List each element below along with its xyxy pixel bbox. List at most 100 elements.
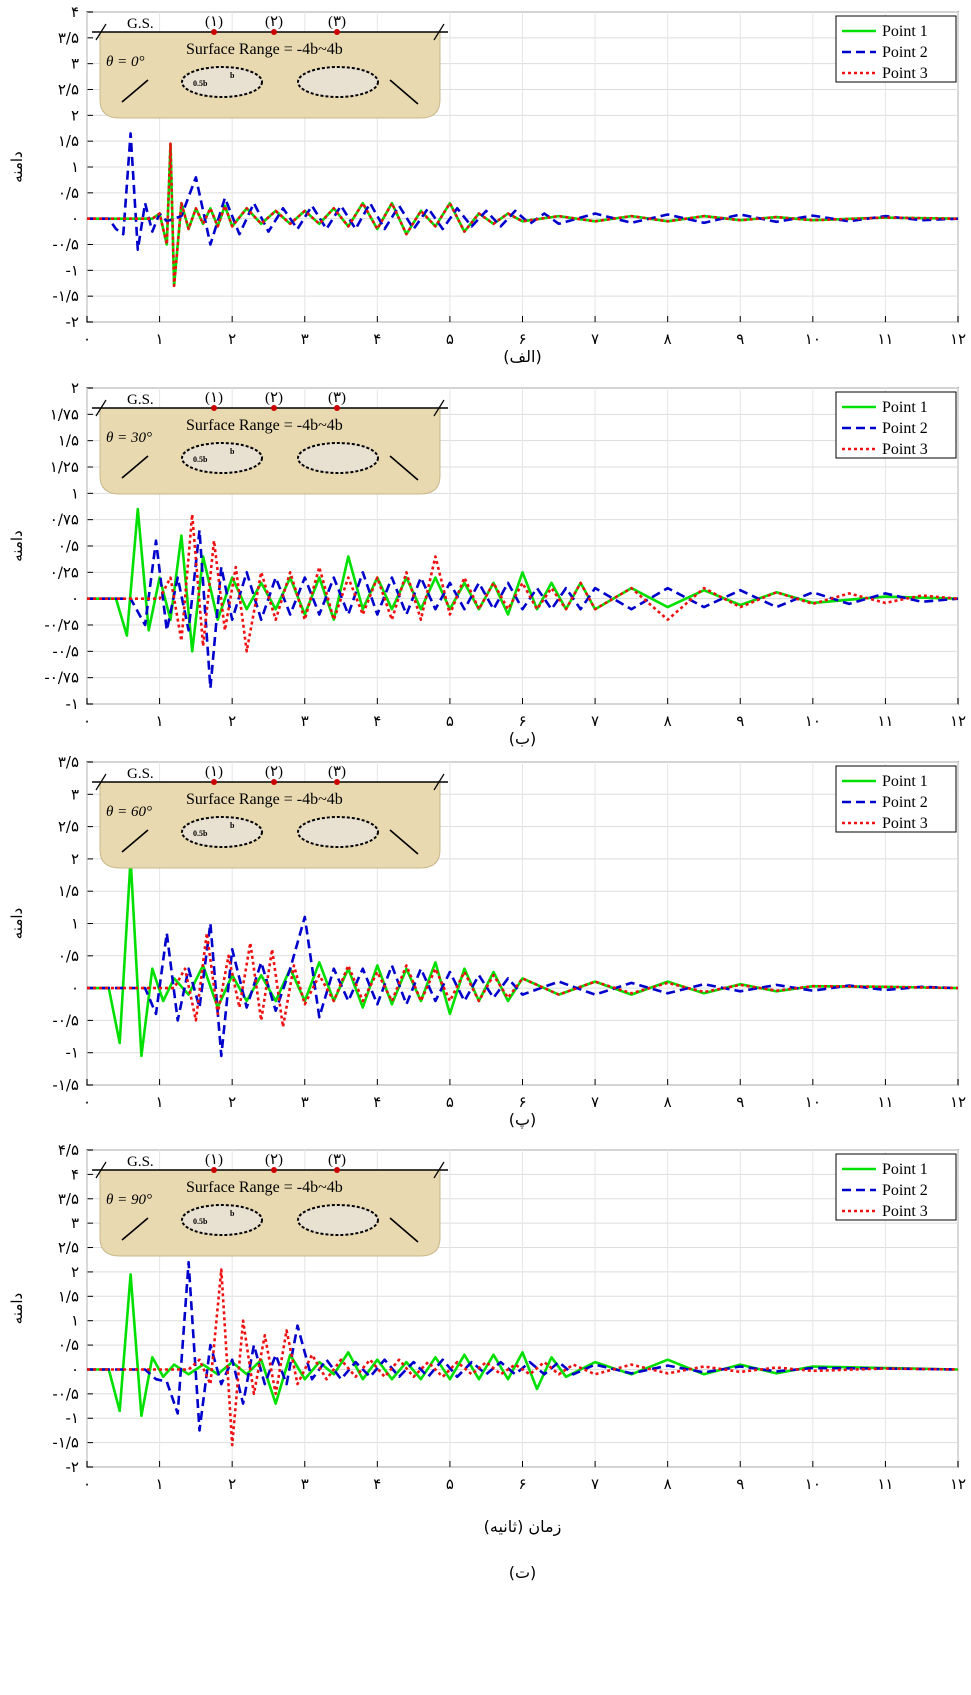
x-tick-label: ۶ <box>518 330 526 348</box>
y-tick-label: ۰ <box>71 210 79 228</box>
boundary-mark <box>95 773 107 791</box>
point-marker-1 <box>211 779 217 785</box>
y-tick-label: -۰/۷۵ <box>44 669 79 687</box>
x-tick-label: ۹ <box>736 712 744 730</box>
point-label-2: (۲) <box>265 14 283 30</box>
y-tick-label: ۱ <box>71 484 79 502</box>
x-tick-label: ۲ <box>228 1475 236 1493</box>
y-tick-label: ۰/۵ <box>58 1336 79 1354</box>
soil-block <box>99 1169 441 1257</box>
series-line-point-3 <box>87 142 959 288</box>
legend-entry: Point 2 <box>882 1182 928 1199</box>
cavity-right <box>297 1204 379 1236</box>
x-tick-label: ۹ <box>736 1093 744 1111</box>
point-label-1: (۱) <box>205 14 223 30</box>
cavity-left <box>181 66 263 98</box>
y-tick-label: ۱/۵ <box>58 132 79 150</box>
series-line-point-1 <box>87 507 959 653</box>
series-line-point-3 <box>87 931 959 1029</box>
x-tick-label: ۱۱ <box>877 1475 893 1493</box>
x-tick-label: ۵ <box>446 330 454 348</box>
boundary-mark <box>95 23 107 41</box>
ground-surface-label: G.S. <box>127 1154 154 1170</box>
y-tick-label: ۰ <box>71 979 79 997</box>
wave-arrow-right <box>389 1217 419 1243</box>
y-tick-label: -۱/۵ <box>52 1076 79 1094</box>
y-tick-label: ۳ <box>71 785 79 803</box>
y-tick-label: -۰/۵ <box>52 642 79 660</box>
inset-schematic: G.S. (۱) (۲) (۳) Surface Range = -4b~4b θ = 9… <box>92 1152 448 1257</box>
y-tick-label: -۰/۵ <box>52 1011 79 1029</box>
dimension-label: 0.5b <box>193 1217 208 1226</box>
boundary-mark <box>433 773 445 791</box>
y-tick-label: -۲ <box>66 313 79 331</box>
boundary-mark <box>95 1161 107 1179</box>
point-marker-2 <box>271 1167 277 1173</box>
point-label-1: (۱) <box>205 1152 223 1168</box>
point-marker-3 <box>334 1167 340 1173</box>
x-tick-label: ۱ <box>156 330 164 348</box>
x-tick-label: ۰ <box>83 712 91 730</box>
x-tick-label: ۱۲ <box>950 1475 966 1493</box>
y-tick-label: ۲ <box>71 850 79 868</box>
y-tick-label: ۰/۵ <box>58 184 79 202</box>
panel-caption: (پ) <box>509 1110 537 1130</box>
panel-3: ۳/۵۳۲/۵۲۱/۵۱۰/۵۰-۰/۵-۱-۱/۵۰ ۱ ۲ ۳ ۴ ۵ ۶ ۷ ۸ ۹ ۱۰ ۱۱… <box>8 753 966 1130</box>
x-tick-label: ۷ <box>591 712 599 730</box>
point-label-3: (۳) <box>328 14 346 30</box>
x-tick-label: ۲ <box>228 712 236 730</box>
x-tick-label: ۲ <box>228 330 236 348</box>
legend-entry: Point 3 <box>882 815 928 832</box>
boundary-mark <box>433 399 445 417</box>
x-tick-label: ۷ <box>591 330 599 348</box>
point-label-3: (۳) <box>328 390 346 406</box>
y-tick-label: ۰ <box>71 590 79 608</box>
incidence-angle-label: θ = 0° <box>106 54 145 70</box>
y-tick-label: ۰ <box>71 1360 79 1378</box>
cavity-right <box>297 816 379 848</box>
wave-arrow-left <box>121 1217 149 1241</box>
x-tick-label: ۱۰ <box>805 1475 821 1493</box>
y-tick-label: ۱/۲۵ <box>50 458 79 476</box>
wave-arrow-right <box>389 829 419 855</box>
cavity-left <box>181 1204 263 1236</box>
y-tick-label: ۳/۵ <box>58 29 79 47</box>
surface-range-label: Surface Range = -4b~4b <box>186 417 343 434</box>
incidence-angle-label: θ = 90° <box>106 1192 152 1208</box>
panel-caption: (الف) <box>503 347 541 366</box>
panel-2: ۲ ۱/۷۵ ۱/۵ ۱/۲۵ ۱ ۰/۷۵ ۰/۵ ۰/۲۵ ۰ -۰/۲۵ -۰/۵ -۰/۷۵ -… <box>8 379 966 748</box>
point-label-2: (۲) <box>265 1152 283 1168</box>
x-tick-label: ۸ <box>664 1093 672 1111</box>
x-tick-label: ۵ <box>446 1475 454 1493</box>
point-marker-3 <box>334 29 340 35</box>
point-marker-1 <box>211 405 217 411</box>
inset-schematic: G.S. (۱) (۲) (۳) Surface Range = -4b~4b θ = 3… <box>92 390 448 495</box>
y-tick-label: ۱ <box>71 158 79 176</box>
y-tick-label: ۴ <box>71 3 79 21</box>
x-tick-label: ۱۲ <box>950 1093 966 1111</box>
x-tick-label: ۱۱ <box>877 330 893 348</box>
y-tick-label: ۱ <box>71 915 79 933</box>
y-tick-label: -۱ <box>66 1044 79 1062</box>
legend-entry: Point 3 <box>882 1203 928 1220</box>
x-tick-label: ۳ <box>301 712 309 730</box>
x-tick-label: ۳ <box>301 1475 309 1493</box>
wave-arrow-right <box>389 455 419 481</box>
cavity-left <box>181 442 263 474</box>
legend <box>835 391 957 459</box>
x-tick-label: ۵ <box>446 712 454 730</box>
surface-range-label: Surface Range = -4b~4b <box>186 791 343 808</box>
x-tick-label: ۱۲ <box>950 712 966 730</box>
incidence-angle-label: θ = 30° <box>106 430 152 446</box>
boundary-mark <box>433 23 445 41</box>
y-tick-label: ۲ <box>71 379 79 397</box>
x-tick-label: ۸ <box>664 712 672 730</box>
x-tick-label: ۰ <box>83 1093 91 1111</box>
series-line-point-3 <box>87 1268 959 1447</box>
ground-surface-label: G.S. <box>127 16 154 32</box>
point-marker-2 <box>271 29 277 35</box>
y-tick-label: ۳ <box>71 55 79 73</box>
wave-arrow-left <box>121 455 149 479</box>
y-tick-label: ۱/۵ <box>58 1287 79 1305</box>
